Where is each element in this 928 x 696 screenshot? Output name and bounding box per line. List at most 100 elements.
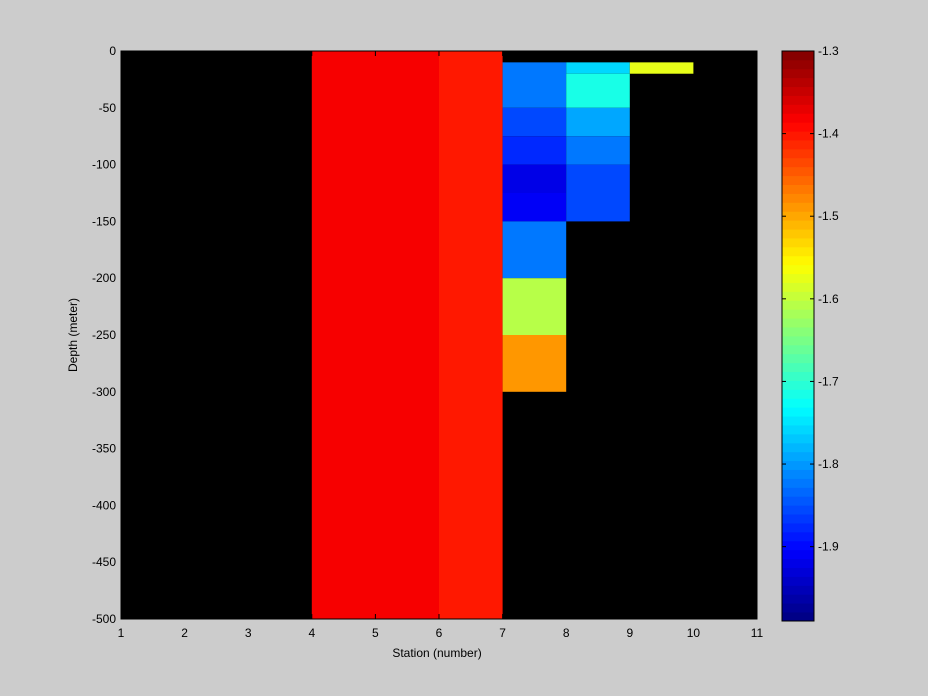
- x-axis: 1 2 3 4 5 6 7 8 9 10 11: [118, 51, 764, 640]
- colorbar-frame: [781, 50, 815, 622]
- colorbar-band: [782, 567, 814, 577]
- colorbar-band: [782, 336, 814, 346]
- colorbar-band: [782, 318, 814, 328]
- heatmap-cell: [566, 73, 630, 108]
- colorbar-tick-label: -1.3: [818, 44, 839, 58]
- colorbar-band: [782, 229, 814, 239]
- heatmap-cell: [566, 62, 630, 74]
- y-tick-label: -300: [92, 385, 116, 399]
- colorbar-band: [782, 451, 814, 462]
- colorbar-band: [782, 362, 814, 373]
- colorbar-band: [782, 487, 814, 497]
- colorbar-band: [782, 246, 814, 257]
- heatmap-cell: [502, 62, 567, 108]
- colorbar-band: [782, 353, 814, 364]
- colorbar-band: [782, 255, 814, 266]
- y-tick-label: -400: [92, 498, 116, 512]
- heatmap-cell: [566, 107, 630, 137]
- colorbar-band: [782, 157, 814, 168]
- colorbar-band: [782, 585, 814, 595]
- y-axis-label: Depth (meter): [66, 298, 80, 372]
- y-tick-label: -150: [92, 214, 116, 228]
- colorbar-band: [782, 175, 814, 185]
- colorbar-tick-label: -1.7: [818, 374, 839, 388]
- y-tick-label: 0: [109, 44, 116, 58]
- x-tick-label: 7: [499, 626, 506, 640]
- colorbar-band: [782, 380, 814, 390]
- colorbar-band: [782, 184, 814, 194]
- x-tick-label: 6: [436, 626, 443, 640]
- y-tick-label: -500: [92, 612, 116, 626]
- colorbar-band: [782, 327, 814, 337]
- colorbar-tick-label: -1.5: [818, 209, 839, 223]
- colorbar-band: [782, 344, 814, 355]
- colorbar-band: [782, 505, 814, 515]
- heatmap-cell: [502, 136, 567, 165]
- colorbar: -1.3 -1.4 -1.5 -1.6 -1.7 -1.8 -1.9: [781, 44, 839, 622]
- colorbar-band: [782, 291, 814, 301]
- colorbar-band: [782, 514, 814, 524]
- x-tick-label: 3: [245, 626, 252, 640]
- colorbar-band: [782, 220, 814, 230]
- heatmap-cell: [311, 51, 439, 619]
- heatmap-cell: [502, 193, 567, 222]
- heatmap-cell: [566, 136, 630, 165]
- colorbar-band: [782, 86, 814, 96]
- colorbar-band: [782, 442, 814, 453]
- y-axis: 0 -50 -100 -150 -200 -250 -300 -350 -400 -450 -500: [92, 44, 757, 626]
- colorbar-band: [782, 416, 814, 426]
- y-tick-label: -350: [92, 442, 116, 456]
- x-tick-label: 5: [372, 626, 379, 640]
- x-tick-label: 1: [118, 626, 125, 640]
- heatmap-cell: [502, 164, 567, 193]
- colorbar-band: [782, 531, 814, 542]
- colorbar-band: [782, 469, 814, 479]
- colorbar-band: [782, 407, 814, 417]
- colorbar-band: [782, 496, 814, 506]
- colorbar-band: [782, 122, 814, 132]
- colorbar-band: [782, 612, 814, 622]
- colorbar-band: [782, 202, 814, 212]
- colorbar-band: [782, 148, 814, 159]
- colorbar-band: [782, 523, 814, 533]
- heatmap-cell: [502, 278, 567, 335]
- colorbar-band: [782, 594, 814, 604]
- y-tick-label: -450: [92, 555, 116, 569]
- colorbar-band: [782, 389, 814, 399]
- colorbar-band: [782, 68, 814, 79]
- colorbar-band: [782, 478, 814, 488]
- colorbar-band: [782, 425, 814, 435]
- x-tick-label: 10: [687, 626, 701, 640]
- colorbar-band: [782, 460, 814, 470]
- colorbar-band: [782, 113, 814, 123]
- y-tick-label: -50: [99, 101, 117, 115]
- x-tick-label: 2: [181, 626, 188, 640]
- colorbar-band: [782, 77, 814, 88]
- colorbar-band: [782, 211, 814, 221]
- colorbar-band: [782, 193, 814, 203]
- heatmap-cell: [502, 221, 567, 279]
- heatmap-cell: [629, 62, 694, 74]
- heatmap-cell: [502, 107, 567, 137]
- colorbar-tick-label: -1.4: [818, 127, 839, 141]
- colorbar-band: [782, 238, 814, 248]
- colorbar-tick-label: -1.6: [818, 292, 839, 306]
- colorbar-band: [782, 95, 814, 105]
- x-axis-label: Station (number): [392, 646, 481, 660]
- y-tick-label: -100: [92, 158, 116, 172]
- colorbar-band: [782, 603, 814, 613]
- colorbar-band: [782, 166, 814, 177]
- colorbar-band: [782, 558, 814, 568]
- heatmap-cell: [439, 51, 503, 619]
- colorbar-band: [782, 549, 814, 560]
- colorbar-band: [782, 309, 814, 319]
- colorbar-band: [782, 433, 814, 444]
- heatmap-cell: [502, 335, 567, 392]
- colorbar-band: [782, 540, 814, 551]
- colorbar-band: [782, 371, 814, 381]
- y-tick-label: -200: [92, 271, 116, 285]
- x-tick-label: 4: [308, 626, 315, 640]
- x-tick-label: 9: [626, 626, 633, 640]
- heatmap-cells: [311, 51, 694, 619]
